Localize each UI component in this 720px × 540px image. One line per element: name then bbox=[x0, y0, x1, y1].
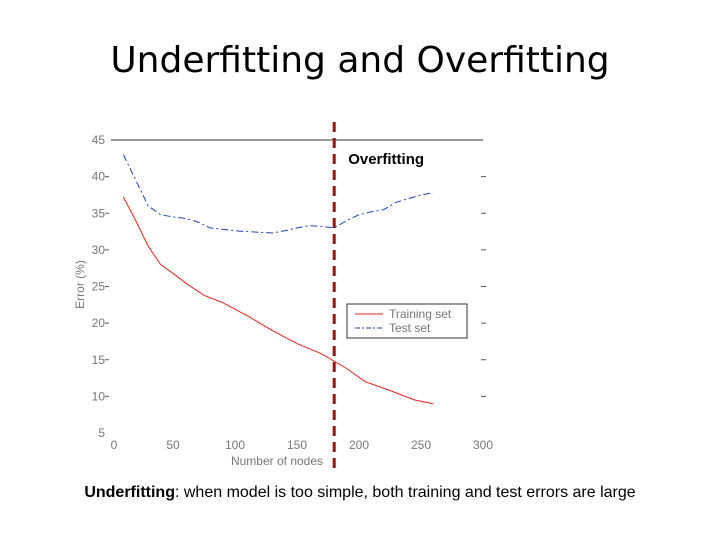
y-tick-label: 20 bbox=[92, 316, 106, 330]
x-axis-label: Number of nodes bbox=[231, 454, 323, 468]
x-tick-label: 200 bbox=[349, 438, 369, 452]
x-tick-label: 150 bbox=[287, 438, 307, 452]
series-line-test-set bbox=[122, 154, 434, 234]
slide-title: Underfitting and Overfitting bbox=[110, 40, 610, 81]
series-line-training-set bbox=[122, 196, 434, 405]
x-tick-label: 50 bbox=[166, 438, 180, 452]
x-tick-label: 300 bbox=[473, 438, 493, 452]
y-axis-label: Error (%) bbox=[73, 260, 87, 309]
y-tick-label: 15 bbox=[92, 353, 106, 367]
x-tick-label: 0 bbox=[111, 438, 118, 452]
x-tick-label: 250 bbox=[411, 438, 431, 452]
y-tick-label: 25 bbox=[92, 280, 106, 294]
legend-entry-label: Test set bbox=[389, 321, 431, 335]
caption-bold: Underfitting bbox=[84, 484, 175, 501]
x-tick-label: 100 bbox=[225, 438, 245, 452]
y-tick-label: 45 bbox=[92, 133, 106, 147]
caption-rest: : when model is too simple, both trainin… bbox=[174, 484, 636, 501]
y-tick-label: 35 bbox=[92, 206, 106, 220]
slide-caption: Underfitting: when model is too simple, … bbox=[0, 484, 720, 502]
legend-box bbox=[346, 303, 468, 339]
overfitting-label: Overfitting bbox=[348, 151, 424, 168]
overfitting-label-bg bbox=[344, 149, 435, 167]
y-tick-label: 5 bbox=[98, 426, 105, 440]
legend-entry-label: Training set bbox=[389, 307, 452, 321]
y-tick-label: 30 bbox=[92, 243, 106, 257]
y-tick-label: 10 bbox=[92, 389, 106, 403]
y-tick-label: 40 bbox=[92, 170, 106, 184]
